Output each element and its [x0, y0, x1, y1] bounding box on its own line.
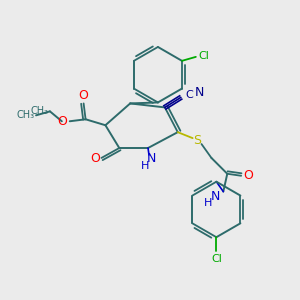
Text: H: H [204, 199, 213, 208]
Text: O: O [57, 115, 67, 128]
Text: S: S [194, 134, 202, 147]
Text: N: N [146, 152, 156, 165]
Text: O: O [91, 152, 100, 165]
Text: Cl: Cl [211, 254, 222, 264]
Text: N: N [195, 86, 204, 99]
Text: CH₂: CH₂ [30, 106, 48, 116]
Text: C: C [186, 89, 194, 100]
Text: O: O [79, 89, 88, 102]
Text: Cl: Cl [198, 51, 209, 61]
Text: CH₃: CH₃ [16, 110, 34, 120]
Text: O: O [243, 169, 253, 182]
Text: N: N [211, 190, 220, 203]
Text: H: H [141, 161, 149, 171]
